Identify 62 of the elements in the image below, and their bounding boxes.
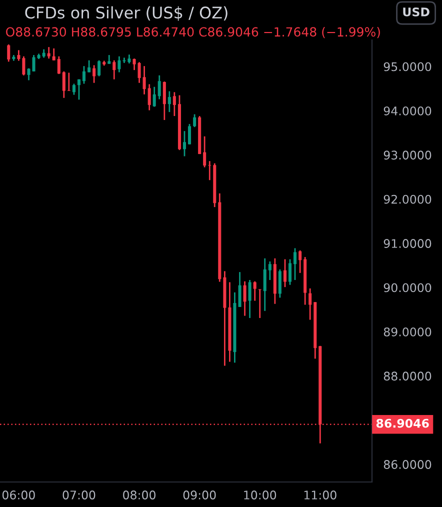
x-tick-label: 06:00 [2,490,35,500]
candlestick [182,130,186,157]
x-tick-label: 07:00 [62,490,96,500]
candlestick [188,123,192,146]
candlestick [268,260,272,281]
candlestick [82,65,86,84]
candlestick [248,279,252,319]
y-tick-label: 89.0000 [384,327,432,336]
y-tick-label: 86.0000 [384,460,432,469]
candlestick [47,46,50,60]
candlestick [243,280,246,317]
y-tick-label: 93.0000 [384,150,432,160]
y-tick-label: 88.0000 [384,372,432,381]
candlestick [52,48,56,62]
candlestick [162,80,166,121]
candlestick [158,74,161,100]
x-tick-label: 09:00 [183,490,216,500]
chart-subtitle: O88.6730 H88.6795 L86.4740 C86.9046 −1.7648 (−1.99%) [6,26,380,38]
y-tick-label: 91.0000 [384,239,432,248]
y-tick-label: 90.0000 [384,283,432,292]
candlestick [278,268,282,298]
chart-title: CFDs on Silver (US$ / OZ) [25,6,228,21]
y-tick-label: 94.0000 [384,106,432,116]
candlestick [253,280,256,302]
candlestick [208,160,212,181]
candlestick [283,258,287,288]
x-tick-label: 08:00 [123,490,156,500]
candlestick [238,271,242,308]
candlestick [193,114,196,128]
candlestick [152,86,156,108]
candlestick [118,56,121,73]
candlestick [142,65,146,96]
candlestick [17,49,20,62]
candlestick [203,136,206,168]
x-tick-label: 11:00 [304,490,336,500]
y-tick-label: 92.0000 [384,194,432,204]
candlestick [288,258,292,286]
y-tick-label: 95.0000 [384,62,432,72]
candlestick [172,91,176,117]
candlestick [138,61,141,84]
candlestick [88,60,91,73]
candlestick [112,60,116,80]
candlestick [132,58,136,71]
candlestick [293,247,297,281]
candlestick [62,70,66,99]
candlestick [168,90,171,113]
candlestick [22,56,26,76]
candlestick [77,78,80,100]
ref-line-label: 86.9046 [376,418,429,428]
text: USD [403,7,430,16]
candlestick [308,288,312,320]
candlestick [148,84,151,111]
candlestick [72,83,76,96]
candlestick [98,60,101,77]
candlestick [298,250,302,274]
x-tick-label: 10:00 [244,490,276,500]
candlestick [7,44,10,62]
candlestick [263,258,266,312]
candlestick [92,64,96,84]
candlestick [57,56,60,75]
candlestick [258,288,262,319]
candlestick [67,72,70,92]
